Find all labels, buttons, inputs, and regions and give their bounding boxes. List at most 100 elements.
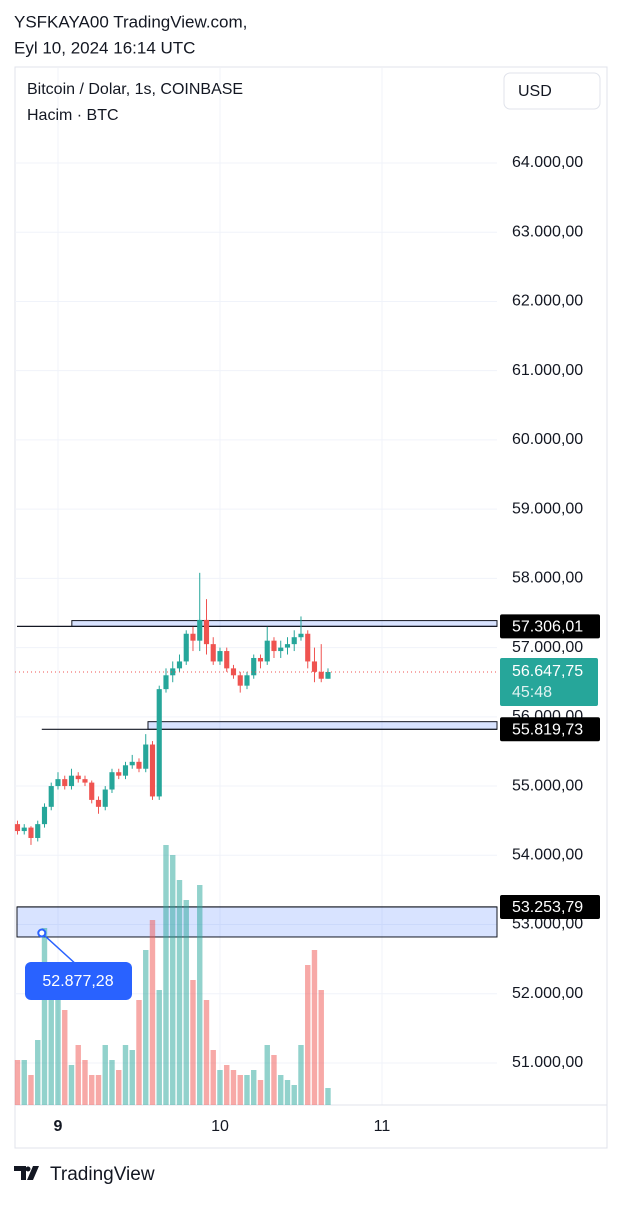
volume-bar [210, 1050, 216, 1105]
volume-bar [41, 928, 48, 1105]
volume-bar [325, 1088, 331, 1105]
candle-body [143, 744, 149, 769]
volume-bar [264, 1045, 270, 1105]
y-tick-label: 53.000,00 [512, 916, 583, 933]
level-label: 53.253,79 [512, 899, 583, 916]
volume-bar [116, 1070, 122, 1105]
candle-body [284, 644, 291, 648]
x-tick-label: 10 [211, 1118, 229, 1135]
volume-bar [95, 1075, 102, 1105]
volume-bar [257, 1080, 264, 1105]
plot: 51.000,00 52.000,00 53.000,00 54.000,00 55.0… [14, 154, 607, 1135]
last-price-label: 56.647,75 [512, 663, 583, 680]
candle-body [176, 661, 183, 669]
candle-body [116, 772, 122, 776]
chart-frame [14, 66, 608, 1149]
volume-bar [136, 1000, 142, 1105]
volume-bar [75, 1045, 81, 1105]
volume-bar [89, 1075, 95, 1105]
currency-button[interactable] [503, 72, 601, 110]
candle-body [149, 744, 156, 797]
chart-subtitle: Hacim · BTC [27, 107, 119, 124]
candle-body [217, 651, 223, 662]
volume-bar [217, 1070, 223, 1105]
date: Eyl 10, 2024 16:14 UTC [14, 38, 195, 57]
level-label-box [500, 894, 600, 919]
candle-body [183, 633, 189, 662]
candle-body [95, 799, 102, 807]
volume-bar [82, 1060, 88, 1105]
candle-body [271, 640, 277, 652]
volume-bar [237, 1075, 243, 1105]
volume-bar [305, 965, 311, 1105]
candle-body [55, 779, 61, 787]
candle-body [68, 775, 75, 787]
volume-bar [271, 1055, 277, 1105]
y-tick-label: 59.000,00 [512, 500, 583, 517]
volume-bar [62, 1010, 68, 1105]
volume-bar [21, 1060, 27, 1105]
brand: TradingView [50, 1164, 155, 1185]
volume-bar [203, 1000, 210, 1105]
candle-body [278, 647, 284, 652]
volume-bar [183, 900, 189, 1105]
candle-body [89, 782, 95, 800]
volume-bar [143, 950, 149, 1105]
candle-body [190, 633, 196, 641]
level-band [147, 721, 498, 730]
y-tick-label: 63.000,00 [512, 223, 583, 240]
candle-body [163, 675, 169, 690]
candle-body [257, 657, 264, 662]
volume-bar [122, 1045, 129, 1105]
volume-bar [230, 1070, 237, 1105]
volume-bar [197, 885, 203, 1105]
y-tick-label: 57.000,00 [512, 639, 583, 656]
level-band [16, 906, 498, 938]
y-tick-label: 58.000,00 [512, 570, 583, 587]
candle-body [318, 671, 324, 679]
y-tick-label: 61.000,00 [512, 362, 583, 379]
volume-bar [284, 1080, 291, 1105]
currency[interactable]: USD [518, 83, 552, 100]
y-tick-label: 52.000,00 [512, 985, 583, 1002]
y-tick-label: 54.000,00 [512, 847, 583, 864]
candle-body [237, 675, 243, 686]
y-tick-label: 60.000,00 [512, 431, 583, 448]
volume-bar [149, 920, 156, 1105]
countdown: 45:48 [512, 684, 552, 701]
volume-bar [109, 1060, 115, 1105]
callout-connector [41, 932, 79, 967]
volume-bar [251, 1070, 257, 1105]
last-price-box [500, 657, 598, 706]
callout-label: 52.877,28 [42, 973, 113, 990]
candle-body [14, 824, 21, 832]
candle-body [170, 668, 176, 676]
volume-bar [298, 1045, 304, 1105]
candle-body [311, 661, 318, 672]
candle-body [21, 827, 27, 832]
volume-bar [102, 1045, 108, 1105]
volume-bar [278, 1075, 284, 1105]
volume-bar [170, 855, 176, 1105]
candle-body [102, 789, 108, 807]
x-tick-label: 9 [54, 1118, 63, 1135]
volume-bar [318, 990, 324, 1105]
volume-bar [190, 980, 196, 1105]
candle-body [48, 786, 54, 807]
candle-body [197, 619, 203, 641]
candle-body [264, 640, 270, 662]
volume-bar [14, 1060, 21, 1105]
y-tick-label: 64.000,00 [512, 154, 583, 171]
candle-body [230, 668, 237, 676]
author: YSFKAYA00 TradingView.com, [14, 12, 247, 31]
volume-bar [176, 880, 183, 1105]
candle-body [75, 775, 81, 780]
candle-body [325, 671, 331, 679]
level-label-box [500, 717, 600, 742]
volume-bar [55, 1000, 61, 1105]
candle-body [82, 779, 88, 783]
level-label: 55.819,73 [512, 722, 583, 739]
callout-box [25, 962, 132, 1000]
candle-body [224, 651, 230, 669]
